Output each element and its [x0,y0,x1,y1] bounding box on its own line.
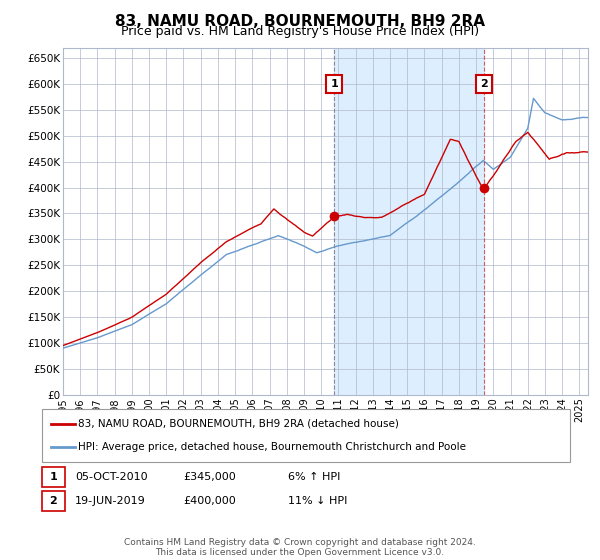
Text: 19-JUN-2019: 19-JUN-2019 [75,496,146,506]
Text: 1: 1 [50,472,57,482]
Text: 11% ↓ HPI: 11% ↓ HPI [288,496,347,506]
Text: 6% ↑ HPI: 6% ↑ HPI [288,472,340,482]
Text: 83, NAMU ROAD, BOURNEMOUTH, BH9 2RA: 83, NAMU ROAD, BOURNEMOUTH, BH9 2RA [115,14,485,29]
Text: 83, NAMU ROAD, BOURNEMOUTH, BH9 2RA (detached house): 83, NAMU ROAD, BOURNEMOUTH, BH9 2RA (det… [78,419,399,429]
Bar [334,48,484,395]
Text: 2: 2 [50,496,57,506]
Text: £345,000: £345,000 [183,472,236,482]
Text: Price paid vs. HM Land Registry's House Price Index (HPI): Price paid vs. HM Land Registry's House … [121,25,479,38]
Text: 05-OCT-2010: 05-OCT-2010 [75,472,148,482]
Text: £400,000: £400,000 [183,496,236,506]
Text: 2: 2 [480,79,488,89]
Text: 1: 1 [330,79,338,89]
Text: Contains HM Land Registry data © Crown copyright and database right 2024.
This d: Contains HM Land Registry data © Crown c… [124,538,476,557]
Text: HPI: Average price, detached house, Bournemouth Christchurch and Poole: HPI: Average price, detached house, Bour… [78,442,466,452]
